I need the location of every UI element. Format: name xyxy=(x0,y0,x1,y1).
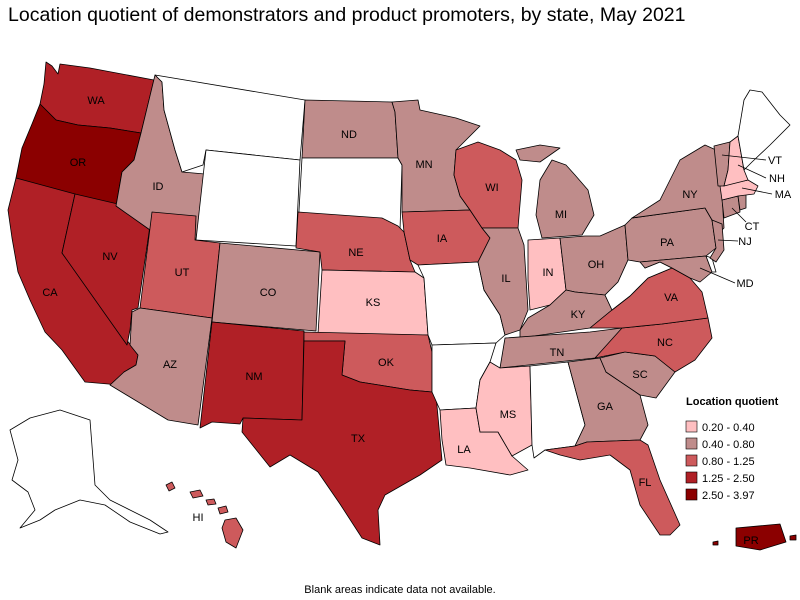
leader-vt xyxy=(721,154,767,161)
state-pr[interactable] xyxy=(712,523,797,551)
legend-title: Location quotient xyxy=(686,396,779,408)
label-ky: KY xyxy=(571,309,586,321)
leader-md xyxy=(699,267,736,284)
label-ny: NY xyxy=(682,189,698,201)
legend-swatch xyxy=(685,420,698,433)
state-ky[interactable] xyxy=(519,289,613,339)
label-nm: NM xyxy=(245,371,262,383)
state-fl[interactable] xyxy=(544,439,681,536)
label-id: ID xyxy=(153,181,164,193)
legend-label: 0.80 - 1.25 xyxy=(702,456,755,468)
label-fl: FL xyxy=(639,477,652,489)
label-in: IN xyxy=(543,267,554,279)
label-ne: NE xyxy=(348,247,363,259)
label-ma: MA xyxy=(775,189,792,201)
label-oh: OH xyxy=(588,259,605,271)
legend-swatch xyxy=(685,454,698,467)
legend-label: 2.50 - 3.97 xyxy=(702,490,755,502)
legend-swatch xyxy=(685,471,698,484)
label-nh: NH xyxy=(769,173,785,185)
label-nj: NJ xyxy=(738,236,751,248)
leader-nj xyxy=(717,239,739,242)
label-co: CO xyxy=(260,287,277,299)
state-wy[interactable] xyxy=(195,149,301,247)
legend-swatch xyxy=(685,437,698,450)
label-pa: PA xyxy=(660,237,675,249)
label-ok: OK xyxy=(378,357,395,369)
label-il: IL xyxy=(501,273,510,285)
label-nv: NV xyxy=(102,251,118,263)
legend-swatch xyxy=(685,488,698,501)
state-az[interactable] xyxy=(109,307,213,426)
state-ak[interactable] xyxy=(9,409,169,535)
label-wa: WA xyxy=(87,95,105,107)
label-ga: GA xyxy=(597,401,614,413)
label-ct: CT xyxy=(745,221,760,233)
label-nd: ND xyxy=(341,129,357,141)
label-md: MD xyxy=(736,278,753,290)
label-sc: SC xyxy=(632,369,647,381)
state-ne[interactable] xyxy=(295,211,416,273)
label-az: AZ xyxy=(163,359,177,371)
state-nj[interactable] xyxy=(709,219,725,263)
label-ms: MS xyxy=(500,409,517,421)
state-ms[interactable] xyxy=(475,361,533,457)
label-va: VA xyxy=(664,292,679,304)
state-hi[interactable] xyxy=(165,481,244,549)
legend-label: 1.25 - 2.50 xyxy=(702,473,755,485)
leader-ct xyxy=(731,207,747,223)
label-ut: UT xyxy=(175,267,190,279)
legend-label: 0.20 - 0.40 xyxy=(702,422,755,434)
footnote: Blank areas indicate data not available. xyxy=(304,584,496,596)
label-pr: PR xyxy=(743,535,758,547)
leader-ma xyxy=(741,187,773,195)
label-vt: VT xyxy=(768,155,782,167)
label-ks: KS xyxy=(366,297,381,309)
legend-label: 0.40 - 0.80 xyxy=(702,439,755,451)
legend: Location quotient 0.20 - 0.40 0.40 - 0.80… xyxy=(685,396,779,502)
label-tn: TN xyxy=(550,347,565,359)
label-or: OR xyxy=(70,157,87,169)
state-il[interactable] xyxy=(477,227,529,336)
label-mi: MI xyxy=(555,209,567,221)
state-me[interactable] xyxy=(737,89,791,171)
map-title: Location quotient of demonstrators and p… xyxy=(8,4,686,26)
label-ia: IA xyxy=(437,233,448,245)
label-tx: TX xyxy=(351,433,366,445)
leader-nh xyxy=(737,164,767,179)
label-wi: WI xyxy=(485,182,498,194)
state-co[interactable] xyxy=(211,242,321,332)
label-mn: MN xyxy=(415,159,432,171)
label-nc: NC xyxy=(657,337,673,349)
label-hi: HI xyxy=(193,512,204,524)
state-mi[interactable] xyxy=(515,144,595,239)
state-tx[interactable] xyxy=(241,340,443,546)
label-la: LA xyxy=(457,444,471,456)
state-mt[interactable] xyxy=(154,74,306,173)
label-ca: CA xyxy=(42,287,58,299)
